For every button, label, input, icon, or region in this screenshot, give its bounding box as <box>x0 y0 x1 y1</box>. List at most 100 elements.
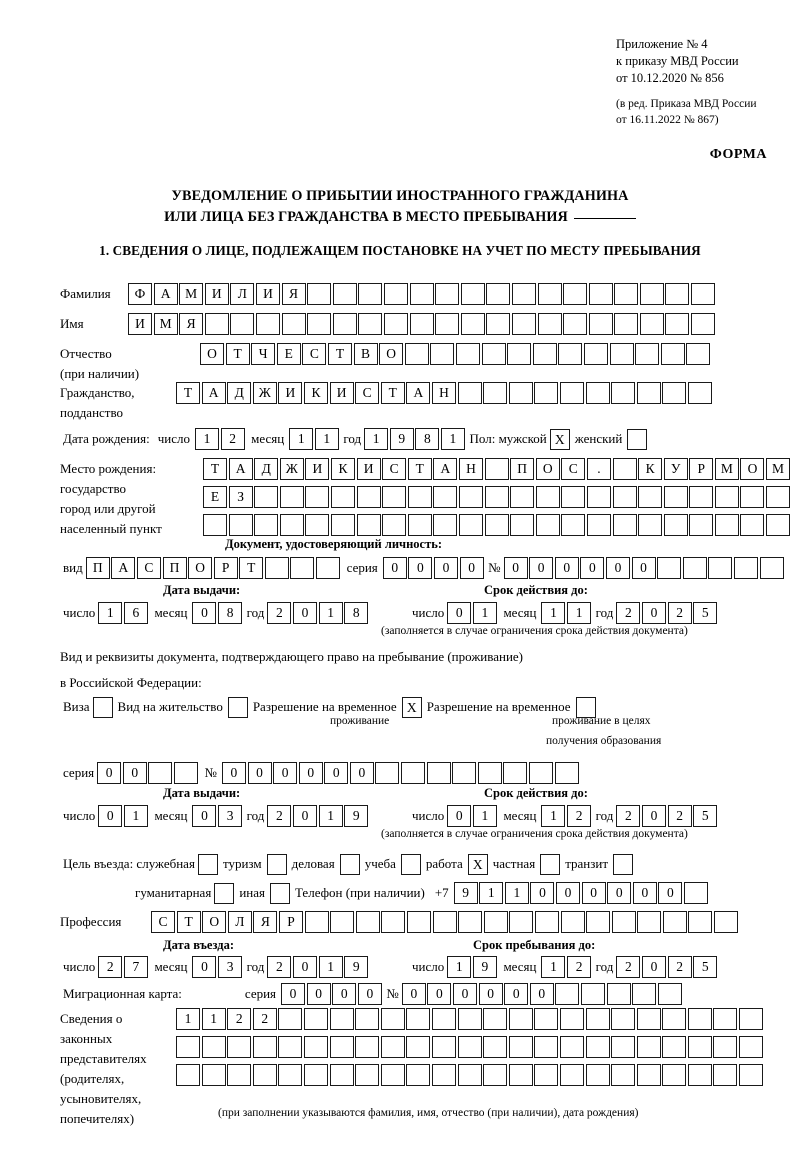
cell[interactable]: 1 <box>472 602 497 625</box>
cell[interactable] <box>305 514 330 537</box>
cell[interactable]: 0 <box>529 557 554 580</box>
cell[interactable]: С <box>302 343 327 366</box>
cell[interactable] <box>585 1064 610 1087</box>
cell[interactable]: 1 <box>318 956 343 979</box>
cell[interactable]: Р <box>213 557 238 580</box>
cell[interactable] <box>483 1036 508 1059</box>
cell[interactable] <box>483 1008 508 1031</box>
cell[interactable] <box>279 486 304 509</box>
cell[interactable] <box>281 313 306 336</box>
cell[interactable] <box>585 1036 610 1059</box>
cell[interactable]: 1 <box>201 1008 226 1031</box>
cell[interactable]: . <box>586 458 611 481</box>
cell[interactable]: С <box>136 557 161 580</box>
cell[interactable] <box>329 1008 354 1031</box>
cell[interactable] <box>614 283 639 306</box>
cell[interactable] <box>534 1008 559 1031</box>
cell[interactable] <box>639 283 664 306</box>
cell[interactable]: К <box>638 458 663 481</box>
cell[interactable] <box>663 514 688 537</box>
cell[interactable] <box>583 343 608 366</box>
cell[interactable] <box>204 313 229 336</box>
cell[interactable]: 8 <box>218 602 243 625</box>
cell[interactable]: С <box>382 458 407 481</box>
cell[interactable]: И <box>278 382 303 405</box>
cell[interactable]: К <box>303 382 328 405</box>
cell[interactable] <box>484 458 509 481</box>
cell[interactable] <box>609 343 634 366</box>
cell[interactable] <box>278 1008 303 1031</box>
cell[interactable] <box>682 557 707 580</box>
cell[interactable] <box>329 1036 354 1059</box>
cell[interactable]: Н <box>431 382 456 405</box>
visa-checkbox[interactable] <box>92 696 113 718</box>
cell[interactable]: Т <box>239 557 264 580</box>
cell[interactable] <box>689 514 714 537</box>
cell[interactable] <box>561 514 586 537</box>
cell[interactable]: 2 <box>98 956 123 979</box>
cell[interactable] <box>662 1008 687 1031</box>
cell[interactable]: 0 <box>607 882 632 905</box>
cell[interactable] <box>383 283 408 306</box>
cell[interactable]: 0 <box>122 762 147 785</box>
birthplace-row3-cells[interactable] <box>203 514 792 537</box>
cell[interactable] <box>486 283 511 306</box>
cell[interactable]: 2 <box>267 805 292 828</box>
cell[interactable]: О <box>379 343 404 366</box>
sex-male-checkbox[interactable]: X <box>549 428 570 450</box>
cell[interactable] <box>380 1008 405 1031</box>
cell[interactable]: П <box>510 458 535 481</box>
cell[interactable]: Ч <box>251 343 276 366</box>
cell[interactable]: 1 <box>541 956 566 979</box>
cell[interactable] <box>638 514 663 537</box>
cell[interactable]: 0 <box>306 983 331 1006</box>
cell[interactable]: О <box>535 458 560 481</box>
cell[interactable]: С <box>355 382 380 405</box>
cell[interactable]: 0 <box>530 882 555 905</box>
cell[interactable] <box>691 313 716 336</box>
cell[interactable]: Т <box>176 911 201 934</box>
cell[interactable] <box>431 1036 456 1059</box>
cell[interactable] <box>662 1064 687 1087</box>
cell[interactable] <box>766 514 791 537</box>
cell[interactable] <box>483 911 508 934</box>
cell[interactable]: 0 <box>357 983 382 1006</box>
cell[interactable] <box>535 514 560 537</box>
cell[interactable] <box>611 911 636 934</box>
cell[interactable]: 3 <box>218 805 243 828</box>
cell[interactable] <box>227 1036 252 1059</box>
cell[interactable]: 0 <box>642 956 667 979</box>
cell[interactable]: И <box>255 283 280 306</box>
cell[interactable]: 0 <box>642 805 667 828</box>
cell[interactable] <box>383 313 408 336</box>
cell[interactable] <box>484 514 509 537</box>
cell[interactable]: 8 <box>344 602 369 625</box>
cell[interactable] <box>532 343 557 366</box>
cell[interactable]: 0 <box>642 602 667 625</box>
cell[interactable] <box>635 343 660 366</box>
cell[interactable] <box>507 343 532 366</box>
cell[interactable] <box>689 486 714 509</box>
cell[interactable] <box>580 983 605 1006</box>
cell[interactable] <box>227 1064 252 1087</box>
temp-residence-checkbox[interactable]: X <box>401 696 422 718</box>
cell[interactable]: 1 <box>364 428 389 451</box>
purpose-humanitarian-checkbox[interactable] <box>214 882 235 904</box>
cell[interactable] <box>278 1036 303 1059</box>
residence-permit-checkbox[interactable] <box>227 696 248 718</box>
cell[interactable] <box>375 762 400 785</box>
cell[interactable] <box>458 911 483 934</box>
cell[interactable] <box>555 983 580 1006</box>
cell[interactable]: Р <box>278 911 303 934</box>
cell[interactable]: 2 <box>616 805 641 828</box>
cell[interactable]: 7 <box>123 956 148 979</box>
cell[interactable]: 0 <box>580 557 605 580</box>
